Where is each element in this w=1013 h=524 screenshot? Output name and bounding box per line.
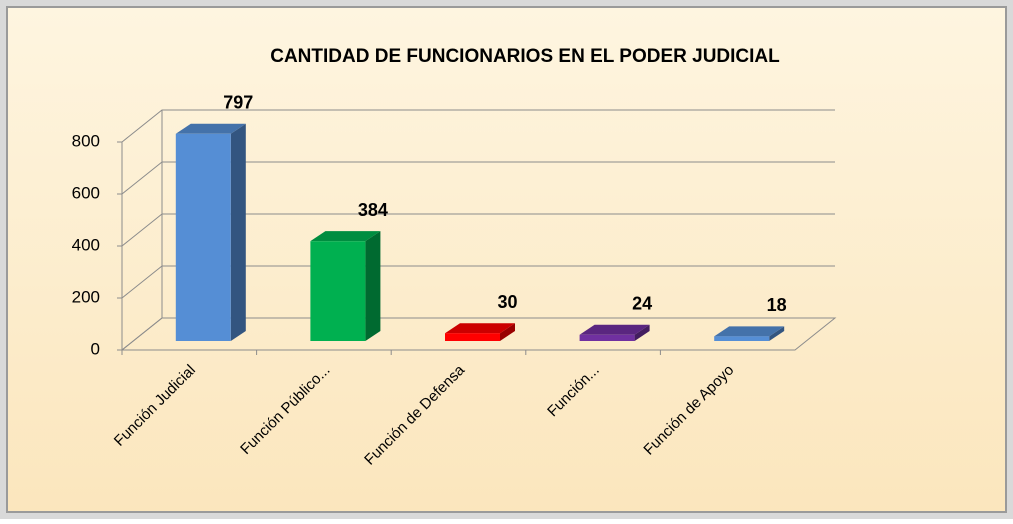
y-tick-label: 400: [72, 235, 100, 254]
bar-side: [634, 324, 650, 341]
bar-top: [310, 231, 381, 242]
bar-side: [230, 123, 246, 341]
bar-side: [769, 326, 785, 341]
y-tick-label: 200: [72, 287, 100, 306]
bar-top: [445, 323, 515, 334]
value-label: 30: [497, 292, 517, 312]
bar-front: [175, 133, 231, 341]
value-label: 18: [767, 295, 787, 315]
bar: [175, 123, 246, 341]
chart-area: [6, 6, 1007, 513]
y-tick-label: 600: [72, 183, 100, 202]
value-label: 24: [632, 294, 652, 314]
bar: [445, 323, 515, 341]
bar: [579, 324, 650, 341]
chart-title: CANTIDAD DE FUNCIONARIOS EN EL PODER JUD…: [270, 46, 780, 67]
bar-top: [714, 326, 785, 337]
bar-top: [175, 123, 246, 134]
y-tick-label: 800: [72, 131, 100, 150]
y-tick-label: 0: [91, 339, 100, 358]
bar-side: [500, 323, 515, 341]
bar-side: [365, 231, 381, 341]
bar: [714, 326, 785, 341]
value-label: 797: [223, 93, 253, 113]
bar-front: [579, 334, 635, 341]
bar-front: [445, 333, 500, 341]
bar-front: [714, 336, 770, 341]
bar-front: [310, 241, 366, 341]
value-label: 384: [358, 200, 388, 220]
bar: [310, 231, 381, 341]
bar-top: [579, 324, 650, 335]
